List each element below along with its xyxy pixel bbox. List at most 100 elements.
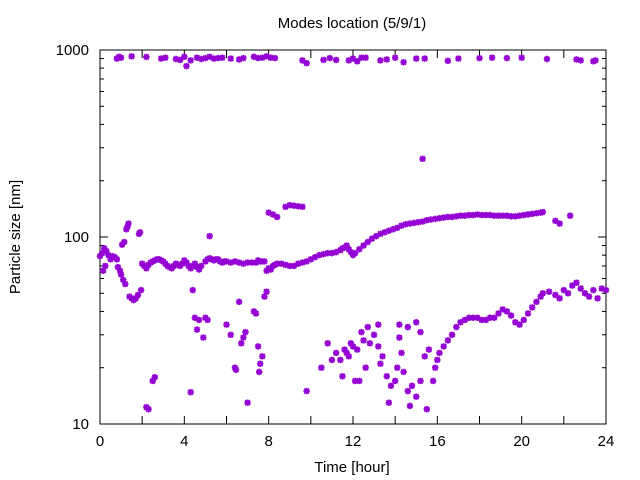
data-point bbox=[303, 387, 310, 395]
data-point bbox=[282, 261, 289, 269]
data-point bbox=[255, 368, 263, 376]
data-point bbox=[257, 360, 264, 367]
data-point bbox=[486, 314, 494, 321]
data-point bbox=[136, 229, 144, 236]
data-point bbox=[252, 310, 260, 317]
data-point bbox=[488, 54, 496, 61]
data-point bbox=[404, 323, 412, 331]
data-point bbox=[539, 208, 546, 216]
data-point bbox=[408, 382, 416, 390]
data-point bbox=[248, 259, 255, 266]
data-point bbox=[125, 220, 132, 227]
data-point bbox=[179, 260, 186, 267]
data-point bbox=[368, 235, 376, 242]
data-point bbox=[240, 54, 247, 62]
data-point bbox=[440, 214, 447, 221]
data-point bbox=[183, 259, 190, 266]
data-point bbox=[337, 356, 344, 364]
data-point bbox=[577, 57, 584, 64]
data-point bbox=[495, 212, 502, 219]
data-point bbox=[320, 250, 327, 258]
y-tick-label: 1000 bbox=[56, 42, 89, 59]
data-point bbox=[347, 248, 355, 256]
data-point bbox=[143, 265, 150, 272]
data-point bbox=[232, 366, 240, 373]
data-point bbox=[423, 216, 430, 224]
data-point bbox=[307, 256, 315, 263]
data-point bbox=[290, 262, 298, 270]
data-point bbox=[556, 295, 563, 302]
data-point bbox=[569, 282, 576, 289]
data-point bbox=[474, 314, 481, 321]
data-point bbox=[286, 262, 293, 270]
data-point bbox=[358, 328, 365, 336]
data-point bbox=[286, 201, 293, 209]
data-point bbox=[162, 54, 169, 61]
data-point bbox=[474, 211, 481, 218]
data-point bbox=[379, 353, 386, 360]
data-point bbox=[341, 346, 348, 353]
data-point bbox=[507, 213, 515, 220]
x-tick-label: 12 bbox=[345, 433, 362, 450]
data-point bbox=[210, 55, 218, 62]
data-point bbox=[564, 290, 572, 297]
data-point bbox=[524, 310, 532, 317]
data-point bbox=[227, 331, 234, 338]
data-point bbox=[267, 266, 274, 273]
data-points bbox=[96, 53, 610, 413]
data-point bbox=[360, 242, 367, 249]
data-point bbox=[429, 377, 437, 385]
data-point bbox=[235, 259, 243, 266]
x-tick-label: 20 bbox=[513, 433, 530, 450]
data-point bbox=[461, 212, 468, 219]
data-point bbox=[524, 211, 532, 218]
data-point bbox=[398, 222, 405, 229]
data-point bbox=[265, 209, 272, 216]
data-point bbox=[417, 328, 424, 336]
data-point bbox=[432, 215, 439, 223]
data-point bbox=[273, 213, 281, 221]
data-point bbox=[343, 349, 350, 357]
data-point bbox=[434, 356, 441, 364]
data-point bbox=[448, 213, 456, 221]
data-point bbox=[358, 54, 365, 61]
data-point bbox=[282, 203, 289, 211]
data-point bbox=[499, 306, 506, 313]
data-point bbox=[419, 155, 426, 162]
y-tick-labels: 10 100 1000 bbox=[56, 42, 89, 433]
data-point bbox=[385, 227, 393, 234]
data-point bbox=[585, 293, 593, 300]
data-point bbox=[566, 212, 574, 219]
data-point bbox=[324, 249, 331, 257]
data-point bbox=[356, 246, 363, 253]
data-point bbox=[145, 405, 152, 413]
data-point bbox=[391, 377, 399, 385]
data-point bbox=[520, 211, 527, 219]
data-point bbox=[577, 285, 584, 292]
data-point bbox=[206, 53, 213, 60]
data-point bbox=[389, 226, 397, 233]
data-point bbox=[533, 210, 540, 217]
data-point bbox=[99, 267, 107, 274]
data-point bbox=[413, 55, 420, 62]
data-point bbox=[444, 57, 452, 65]
data-point bbox=[529, 304, 536, 311]
data-point bbox=[590, 286, 597, 294]
x-tick-label: 24 bbox=[598, 433, 615, 450]
data-point bbox=[394, 224, 401, 231]
data-point bbox=[516, 321, 523, 328]
data-point bbox=[444, 213, 452, 221]
data-point bbox=[206, 232, 213, 240]
data-point bbox=[328, 356, 336, 364]
data-point bbox=[244, 399, 251, 406]
data-point bbox=[187, 388, 194, 396]
data-point bbox=[183, 62, 190, 70]
data-point bbox=[238, 340, 245, 347]
data-point bbox=[413, 319, 420, 326]
data-point bbox=[457, 319, 464, 326]
data-point bbox=[250, 53, 258, 60]
data-point bbox=[419, 218, 426, 225]
data-point bbox=[461, 316, 468, 324]
data-point bbox=[491, 314, 498, 321]
